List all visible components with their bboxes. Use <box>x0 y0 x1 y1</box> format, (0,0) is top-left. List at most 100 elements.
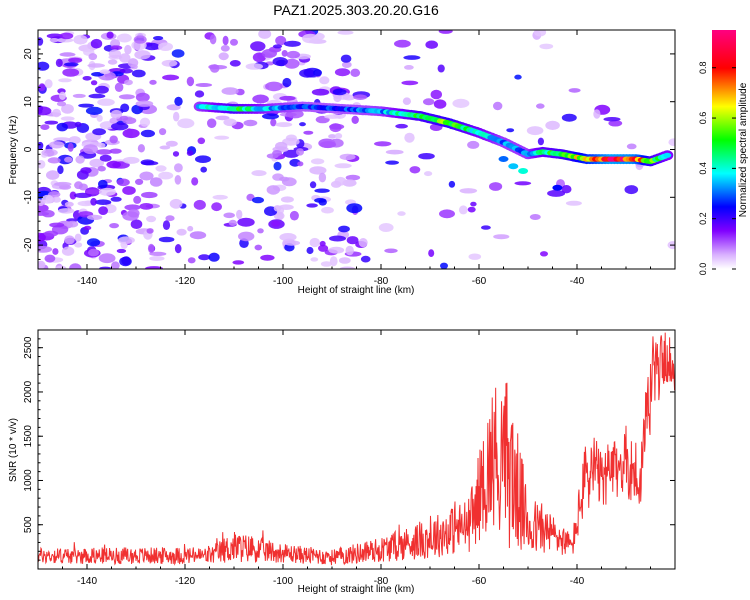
spectrogram-noise-blob <box>49 38 59 43</box>
spectrogram-noise-blob <box>299 68 316 78</box>
spectrogram-noise-blob <box>117 33 132 43</box>
spectrogram-noise-blob <box>319 76 330 85</box>
spectrogram-noise-blob <box>328 246 345 254</box>
spectrogram-noise-blob <box>272 150 282 157</box>
spectrogram-noise-blob <box>230 38 238 46</box>
spectrogram-noise-blob <box>545 120 560 130</box>
ridge-point <box>663 152 672 158</box>
spectrogram-noise-blob <box>61 104 74 114</box>
spectrogram-noise-blob <box>74 181 83 190</box>
spectrogram-noise-blob <box>90 80 98 86</box>
spectrogram-noise-blob <box>46 170 60 180</box>
spectrogram-noise-blob <box>282 137 300 146</box>
spectrogram-noise-blob <box>318 172 327 183</box>
spectrogram-noise-blob <box>98 187 117 196</box>
spectrogram-noise-blob <box>346 203 363 214</box>
spectrogram-noise-blob <box>67 142 74 152</box>
spectrogram-noise-blob <box>176 228 187 236</box>
spectrogram-noise-blob <box>88 248 99 257</box>
spectrogram-noise-blob <box>418 153 435 160</box>
spectrogram-noise-blob <box>193 199 206 210</box>
spectrogram-noise-blob <box>533 30 547 37</box>
spectrogram-noise-blob <box>41 148 58 157</box>
colorbar: 0.0 0.2 0.4 0.6 0.8 Normalized spectral ampl… <box>698 30 749 275</box>
spectrogram-noise-blob <box>385 160 399 165</box>
spectrogram-noise-blob <box>186 150 194 157</box>
spectrogram-noise-blob <box>124 44 132 55</box>
spectrogram-noise-blob <box>174 163 183 173</box>
spectrogram-noise-blob <box>306 246 314 255</box>
spectrogram-noise-blob <box>74 242 83 248</box>
spectrogram-noise-blob <box>252 94 269 104</box>
spectrogram-noise-blob <box>159 128 167 136</box>
spectrogram-noise-blob <box>271 220 281 227</box>
spectrogram-noise-blob <box>147 243 155 254</box>
spectrogram-noise-blob <box>155 165 167 172</box>
spectrogram-noise-blob <box>321 206 334 214</box>
spectrogram-noise-blob <box>122 156 140 164</box>
spectrogram-noise-blob <box>506 128 515 133</box>
spectrogram-noise-blob <box>319 141 337 149</box>
spectrogram-noise-blob <box>99 154 112 162</box>
spectrogram-noise-blob <box>127 208 140 218</box>
spectrogram-noise-blob <box>428 249 435 257</box>
spectrogram-noise-blob <box>223 212 235 219</box>
spectrogram-noise-blob <box>56 101 67 107</box>
spectrogram-noise-blob <box>514 181 532 186</box>
spectrogram-noise-blob <box>165 140 178 147</box>
snr-y-label: SNR (10 * v/v) <box>8 418 19 482</box>
spectrogram-noise-blob <box>64 201 74 207</box>
spectrogram-noise-blob <box>493 234 510 240</box>
spectrogram-noise-blob <box>404 132 415 143</box>
spectrogram-noise-blob <box>272 57 288 66</box>
spectrogram-noise-blob <box>272 44 283 49</box>
spectrogram-noise-blob <box>337 30 354 35</box>
colorbar-label: Normalized spectral amplitude <box>738 82 749 217</box>
spectrogram-noise-blob <box>98 253 116 264</box>
x-tick-label: -100 <box>273 276 293 287</box>
spectrogram-noise-blob <box>91 72 104 77</box>
spectrogram-noise-blob <box>84 189 102 195</box>
spectrogram-noise-blob <box>401 80 419 86</box>
spectrogram-noise-blob <box>311 88 330 96</box>
spectrogram-noise-blob <box>334 133 343 139</box>
spectrogram-noise-blob <box>334 163 352 169</box>
spectrogram-noise-blob <box>223 118 237 127</box>
spectrogram-noise-blob <box>310 257 319 262</box>
spectrogram-noise-blob <box>309 181 317 189</box>
y-tick-label: -20 <box>23 237 34 252</box>
spectrogram-noise-blob <box>351 115 359 124</box>
spectrogram-noise-blob <box>111 122 129 131</box>
spectrogram-noise-blob <box>106 31 114 39</box>
spectrogram-noise-blob <box>158 236 175 243</box>
spectrogram-noise-blob <box>433 99 447 109</box>
spectrogram-noise-blob <box>537 137 545 146</box>
snr-x-label: Height of straight line (km) <box>298 584 415 595</box>
spectrogram-noise-blob <box>158 42 173 51</box>
spectrogram-noise-blob <box>56 37 74 43</box>
spectrogram-noise-blob <box>90 198 97 206</box>
y-tick-label: 500 <box>23 516 34 533</box>
spectrogram-noise-blob <box>394 39 411 48</box>
spectrogram-noise-blob <box>177 118 195 129</box>
spectrogram-noise-blob <box>333 94 342 103</box>
spectrogram-noise-blob <box>430 89 442 100</box>
spectrogram-noise-blob <box>57 165 64 175</box>
spectrogram-noise-blob <box>385 149 404 155</box>
spectrogram-noise-blob <box>109 223 119 229</box>
spectrogram-noise-blob <box>161 59 178 67</box>
spectrogram-noise-blob <box>273 205 282 212</box>
spectrogram-noise-blob <box>250 41 266 52</box>
spectrogram-noise-blob <box>62 68 80 77</box>
spectrogram-noise-blob <box>165 215 175 222</box>
spectrogram-noise-blob <box>345 245 354 256</box>
spectrogram-noise-blob <box>232 260 245 265</box>
spectrogram-noise-blob <box>275 141 288 151</box>
spectrogram-noise-blob <box>145 266 163 269</box>
spectrogram-noise-blob <box>289 210 299 221</box>
spectrogram-noise-blob <box>514 74 522 80</box>
spectrogram-noise-blob <box>121 256 131 266</box>
spectrogram-noise-blob <box>111 261 120 269</box>
spectrogram-noise-blob <box>38 232 46 242</box>
spectrogram-noise-blob <box>110 109 123 119</box>
